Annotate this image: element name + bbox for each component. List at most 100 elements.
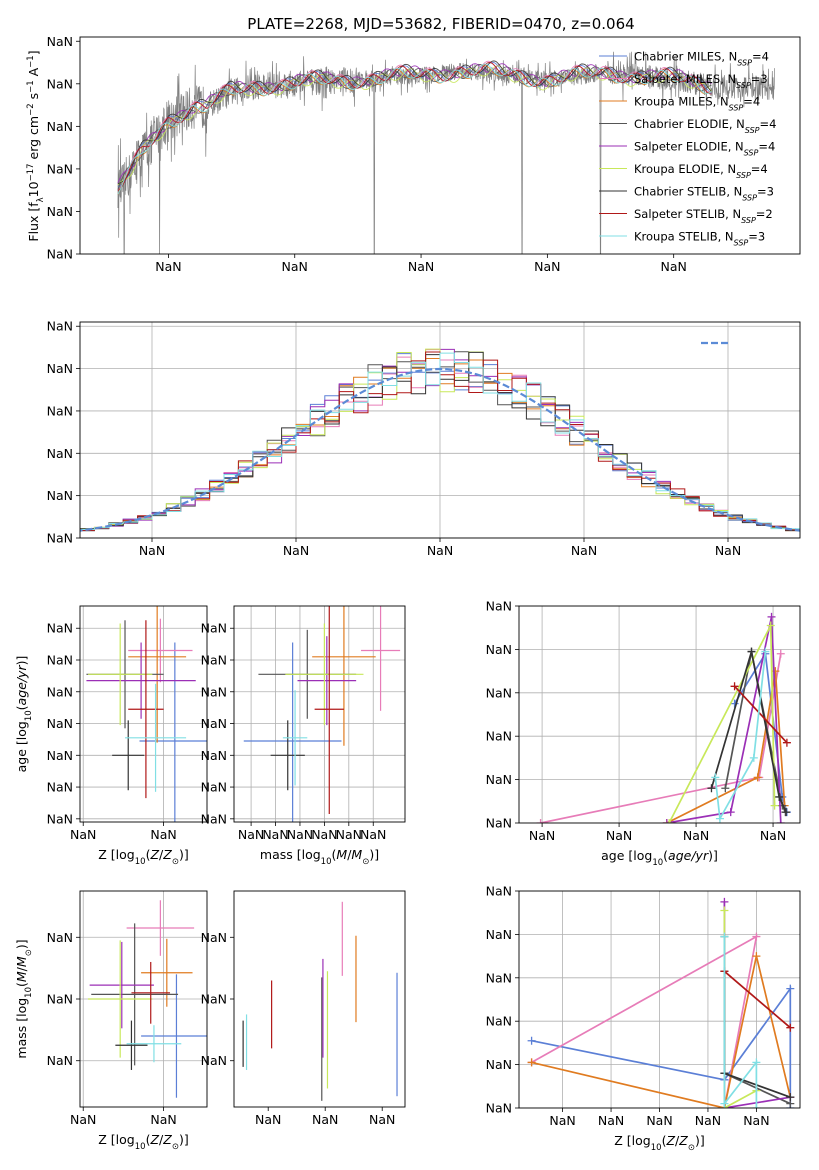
y-tick-label: NaN [47, 930, 73, 945]
weight-marker-kroupa_elodie [766, 621, 775, 630]
x-tick-label: NaN [360, 827, 386, 842]
x-tick-label: NaN [427, 543, 453, 558]
y-axis-label: mass [log10(M/M⊙)] [14, 939, 34, 1058]
y-tick-label: NaN [47, 488, 73, 503]
y-tick-label: NaN [47, 653, 73, 668]
x-tick-label: NaN [529, 828, 555, 843]
y-axis-label: Flux [fλ10−17 erg cm−2 s−1 A−1] [26, 50, 46, 241]
errorbar-chabrier_stelib [112, 720, 145, 791]
y-tick-label: NaN [201, 811, 227, 826]
weight-marker-kroupa_miles [753, 773, 762, 782]
errorbar-chabrier_miles [139, 642, 207, 822]
weight-marker-kroupa_stelib [752, 1058, 761, 1067]
x-tick-label: NaN [283, 543, 309, 558]
weight-marker-chabrier_stelib [782, 808, 791, 817]
weight-marker-chabrier_stelib [707, 784, 716, 793]
y-tick-label: NaN [486, 927, 512, 942]
y-tick-label: NaN [201, 780, 227, 795]
errorbar-kroupa_stelib [126, 1025, 182, 1063]
plot-area-weight_vs_age [519, 606, 800, 823]
panel-weight_vs_Z: NaN NaN NaN NaN NaN NaN NaN NaN NaN NaN NaN Z [log1… [486, 884, 801, 1153]
legend-label-chabrier_miles: Chabrier MILES, NSSP=4 [634, 50, 769, 68]
x-tick-label: NaN [155, 259, 181, 274]
x-tick-label: NaN [571, 543, 597, 558]
errorbar-salpeter_elodie [297, 636, 357, 726]
y-tick-label: NaN [47, 684, 73, 699]
y-tick-label: NaN [47, 531, 73, 546]
x-tick-label: NaN [238, 827, 264, 842]
y-tick-label: NaN [486, 1101, 512, 1116]
legend-label-kroupa_stelib: Kroupa STELIB, NSSP=3 [634, 230, 765, 248]
x-tick-label: NaN [683, 828, 709, 843]
y-tick-label: NaN [201, 621, 227, 636]
y-tick-label: NaN [201, 684, 227, 699]
errorbar-salpeter_stelib [131, 961, 171, 1024]
y-tick-label: NaN [47, 119, 73, 134]
x-tick-label: NaN [282, 259, 308, 274]
figure-title: PLATE=2268, MJD=53682, FIBERID=0470, z=0… [247, 15, 634, 33]
legend-label-chabrier_stelib: Chabrier STELIB, NSSP=3 [634, 185, 774, 203]
x-tick-label: NaN [369, 1112, 395, 1127]
y-tick-label: NaN [47, 1053, 73, 1068]
x-tick-label: NaN [715, 543, 741, 558]
axes-frame [518, 605, 801, 824]
errorbar-chabrier_stelib [115, 1020, 148, 1070]
weight-marker-chabrier_miles [527, 1036, 536, 1045]
weight-marker-salpeter_elodie [720, 897, 729, 906]
errorbar-kroupa_elodie [88, 940, 153, 1058]
weight-marker-kroupa_stelib [752, 1104, 761, 1108]
y-tick-label: NaN [486, 884, 512, 899]
weight-marker-kroupa_miles [527, 1058, 536, 1067]
weight-marker-salpeter_stelib [782, 738, 791, 747]
plot-area-mass_vs_Z [80, 891, 207, 1107]
errorbar-salpeter_miles [361, 606, 401, 711]
weight-marker-salpeter_stelib [786, 1023, 795, 1032]
y-tick-label: NaN [47, 403, 73, 418]
legend-label-kroupa_miles: Kroupa MILES, NSSP=4 [634, 95, 760, 113]
legend-label-salpeter_elodie: Salpeter ELODIE, NSSP=4 [634, 140, 775, 158]
weight-marker-chabrier_stelib [775, 792, 784, 801]
axes-frame [518, 890, 801, 1109]
weight-marker-chabrier_stelib [747, 647, 756, 656]
errorbar-salpeter_stelib [314, 606, 344, 815]
weight-line-kroupa_miles [531, 955, 792, 1108]
weight-marker-kroupa_stelib [749, 753, 758, 762]
weight-marker-chabrier_miles [730, 699, 739, 708]
errorbar-salpeter_stelib [128, 620, 164, 799]
y-tick-label: NaN [47, 76, 73, 91]
x-tick-label: NaN [534, 259, 560, 274]
x-tick-label: NaN [70, 1112, 96, 1127]
y-tick-label: NaN [47, 748, 73, 763]
weight-line-kroupa_stelib [714, 651, 767, 822]
weight-marker-salpeter_elodie [767, 612, 776, 621]
weight-line-kroupa_stelib [723, 936, 758, 1108]
weight-marker-kroupa_miles [752, 952, 761, 961]
axes-frame [79, 321, 801, 539]
legend-label-kroupa_elodie: Kroupa ELODIE, NSSP=4 [634, 162, 768, 180]
plot-area-mass_vs_EBV [242, 901, 398, 1101]
errorbar-kroupa_miles [128, 606, 187, 743]
panel-spectrum: NaN NaN NaN NaN NaN NaN NaN NaN NaN NaN NaN Chabrie… [26, 34, 801, 274]
y-tick-label: NaN [486, 642, 512, 657]
legend-label-salpeter_miles: Salpeter MILES, NSSP=3 [634, 72, 768, 90]
y-tick-label: NaN [486, 1014, 512, 1029]
axes-frame [233, 605, 406, 823]
weight-line-salpeter_elodie [666, 616, 782, 823]
x-tick-label: NaN [336, 827, 362, 842]
x-tick-label: NaN [646, 1113, 672, 1128]
x-tick-label: NaN [150, 1112, 176, 1127]
errorbar-kroupa_miles [141, 938, 193, 1007]
y-tick-label: NaN [486, 599, 512, 614]
errorbar-salpeter_miles [126, 900, 195, 956]
x-tick-label: NaN [695, 1113, 721, 1128]
weight-line-salpeter_stelib [723, 970, 791, 1029]
weight-marker-salpeter_miles [752, 932, 761, 941]
plot-area-residuals [80, 322, 800, 538]
y-tick-label: NaN [201, 930, 227, 945]
y-tick-label: NaN [47, 446, 73, 461]
y-tick-label: NaN [47, 161, 73, 176]
y-tick-label: NaN [201, 992, 227, 1007]
